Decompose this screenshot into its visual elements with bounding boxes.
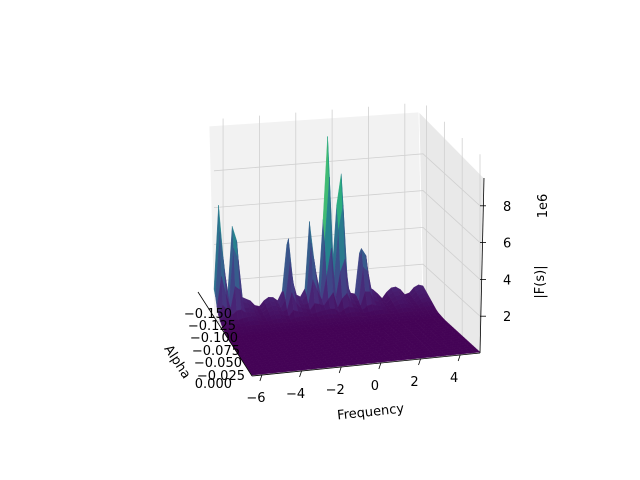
grid-line [213, 190, 481, 243]
y-tick-label: −0.075 [192, 344, 240, 359]
y-tick-label: −0.125 [188, 319, 236, 334]
z-tick-label: 6 [503, 237, 511, 252]
y-tick-label: 0.000 [195, 377, 232, 392]
grid-line [213, 153, 481, 207]
z-tick-label: 2 [503, 310, 511, 325]
x-tick-mark [338, 366, 342, 374]
grid-line [213, 226, 481, 280]
y-tick-label: −0.050 [194, 356, 242, 371]
x-tick-label: 4 [450, 371, 458, 386]
x-tick-label: 2 [410, 375, 418, 390]
x-tick-mark [457, 354, 461, 362]
axis-lines [197, 177, 485, 377]
x-tick-label: −6 [246, 391, 265, 406]
x-tick-mark [418, 358, 421, 366]
x-tick-labels: −6 −4 −2 0 2 4 [246, 354, 461, 406]
x-tick-mark [259, 374, 263, 382]
z-tick-label: 8 [503, 200, 511, 215]
x-axis-label: Frequency [336, 402, 405, 424]
z-axis-line [479, 177, 485, 354]
y-tick-label: −0.150 [184, 307, 232, 322]
z-tick-labels: 2 4 6 8 [480, 200, 511, 325]
x-tick-mark [299, 370, 302, 378]
x-tick-label: −4 [286, 387, 305, 402]
surface [213, 136, 481, 376]
x-tick-label: 0 [371, 379, 379, 394]
y-tick-labels: −0.150−0.125−0.100−0.075−0.050−0.0250.00… [184, 307, 245, 392]
x-tick-label: −2 [326, 383, 345, 398]
z-offset-label: 1e6 [536, 194, 551, 219]
y-tick-label: −0.025 [197, 369, 245, 384]
z-tick-label: 4 [503, 273, 511, 288]
z-axis-label: |F(s)| [533, 265, 548, 298]
alpha-axis-line [197, 291, 253, 377]
y-tick-label: −0.100 [190, 331, 238, 346]
y-axis-label: Alpha [161, 343, 194, 382]
frequency-axis-line [251, 352, 481, 377]
x-tick-mark [378, 362, 382, 370]
